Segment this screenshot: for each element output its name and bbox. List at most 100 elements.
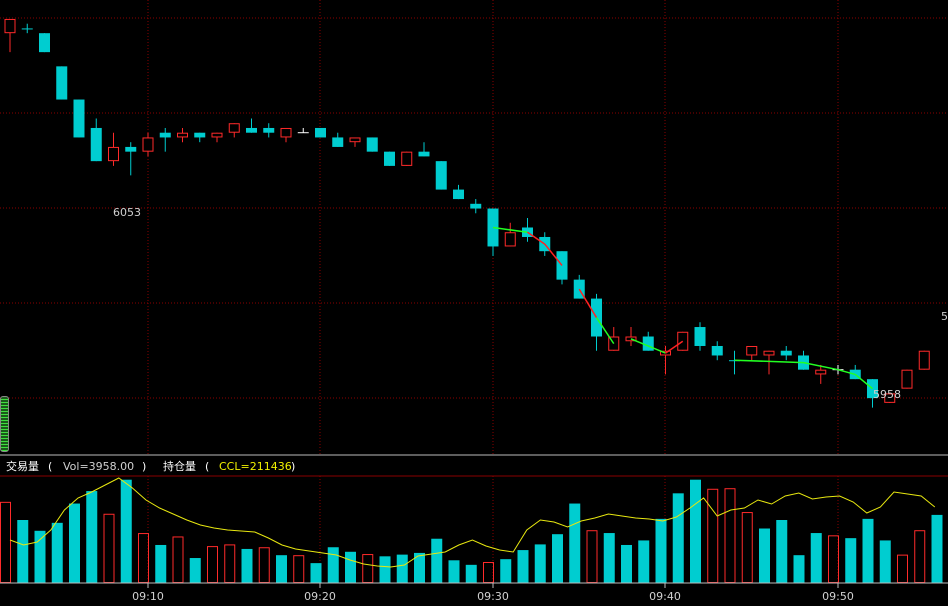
volume-bar-up — [586, 530, 598, 583]
volume-bar-up — [914, 530, 926, 583]
candle-body-up — [177, 132, 188, 138]
time-tick-label: 09:40 — [649, 590, 681, 603]
volume-bar-down — [17, 520, 29, 583]
volume-bar-down — [776, 520, 788, 583]
volume-bar-down — [552, 534, 563, 583]
candle-body-down — [384, 151, 395, 166]
candle-body-up — [108, 146, 119, 162]
trend-link-segment — [854, 373, 873, 390]
candle-body-down — [56, 66, 68, 100]
trend-link-segment — [803, 361, 839, 371]
volume-bar-up — [724, 488, 736, 583]
volume-bar-down — [327, 547, 339, 583]
volume-bar-down — [759, 528, 770, 583]
volume-bar-up — [172, 536, 184, 584]
open-interest-line — [9, 477, 936, 568]
candle-body-up — [211, 132, 223, 138]
volume-bar-down — [465, 564, 477, 583]
volume-bar-down — [276, 555, 287, 583]
candle-body-up — [815, 369, 827, 375]
volume-bar-down — [379, 556, 391, 583]
volume-bar-down — [931, 514, 943, 583]
candle-body-up — [918, 350, 930, 370]
volume-bar-down — [517, 550, 529, 583]
trend-link-segment — [595, 317, 615, 345]
candle-body-up — [228, 123, 240, 133]
candle-body-down — [39, 33, 50, 53]
volume-bar-up — [224, 544, 236, 583]
candle-body-down — [435, 161, 447, 190]
candle-body-down — [246, 127, 257, 133]
trend-link-lines — [492, 226, 873, 390]
trend-link-segment — [734, 359, 804, 364]
candle-body-up — [763, 350, 775, 356]
volume-bar-down — [603, 533, 615, 583]
volume-indicator: Vol=3958.00 — [63, 460, 134, 473]
volume-bar-up — [707, 488, 719, 583]
volume-close-paren: ) — [142, 460, 146, 473]
price-annotation-clipped: 5 — [941, 310, 948, 323]
volume-bar-down — [155, 544, 167, 583]
candle-body-up — [4, 18, 16, 34]
volume-bar-down — [51, 522, 63, 583]
candle-body-down — [470, 203, 482, 209]
candle-body-down — [90, 127, 102, 162]
volume-bar-up — [138, 533, 149, 584]
candle-body-down — [159, 132, 171, 138]
candle-body-down — [780, 350, 792, 356]
volume-bar-up — [828, 535, 839, 584]
volume-bar-down — [862, 518, 874, 583]
volume-bar-up — [103, 513, 115, 584]
time-tick-label: 09:20 — [304, 590, 336, 603]
trend-link-segment — [492, 226, 528, 233]
volume-bar-down — [690, 479, 701, 583]
trend-link-segment — [544, 243, 563, 266]
vertical-scroll-thumb[interactable] — [0, 396, 9, 452]
candle-body-up — [884, 393, 896, 403]
time-axis: 09:10 09:20 09:30 09:40 09:50 — [132, 583, 854, 603]
trend-link-segment — [837, 368, 856, 376]
candle-body-down — [125, 146, 137, 152]
volume-bar-down — [793, 555, 805, 583]
volume-bar-down — [34, 530, 46, 583]
volume-bar-down — [345, 551, 356, 583]
low-price-annotation: 6053 — [113, 206, 141, 219]
candle-body-down — [453, 189, 464, 200]
trend-link-segment — [665, 340, 684, 354]
volume-bar-up — [293, 555, 305, 584]
candle-body-up — [401, 151, 413, 166]
volume-bar-up — [0, 501, 11, 583]
volume-bar-down — [569, 503, 581, 583]
trend-link-segment — [630, 338, 666, 354]
volume-bar-down — [621, 544, 632, 583]
volume-bar-down — [396, 554, 408, 583]
candle-body-down — [332, 137, 344, 147]
volume-bar-down — [845, 538, 857, 583]
volume-bar-down — [448, 560, 460, 583]
oi-open-paren: ( — [205, 460, 209, 473]
candle-body-down — [21, 28, 33, 30]
volume-bar-up — [741, 512, 753, 584]
candle-body-up — [142, 137, 154, 152]
volume-title: 交易量 — [6, 459, 39, 473]
time-tick-label: 09:30 — [477, 590, 509, 603]
candle-body-up — [625, 336, 637, 342]
volume-bar-down — [414, 552, 425, 583]
volume-bar-up — [897, 554, 908, 584]
volume-bar-down — [534, 544, 546, 583]
volume-bar-down — [879, 540, 891, 583]
volume-bar-down — [638, 540, 650, 583]
candle-body-down — [73, 99, 85, 138]
volume-bar-up — [483, 562, 494, 583]
volume-bar-down — [672, 493, 684, 583]
time-tick-label: 09:10 — [132, 590, 164, 603]
candle-body-down — [711, 345, 723, 356]
candle-body-down — [642, 336, 654, 351]
volume-bars — [0, 479, 943, 584]
oi-title: 持仓量 — [163, 459, 196, 473]
candle-body-down — [418, 151, 430, 157]
volume-bar-down — [500, 559, 512, 583]
trend-link-segment — [527, 231, 546, 245]
volume-bar-down — [69, 503, 80, 583]
